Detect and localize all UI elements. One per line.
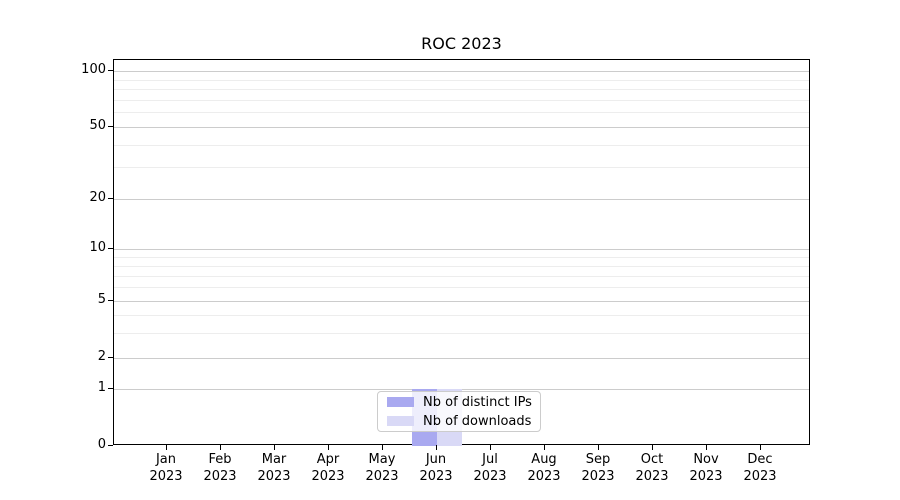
x-tick-mark	[436, 445, 438, 450]
legend-label-distinct-ips: Nb of distinct IPs	[423, 394, 532, 410]
minor-gridline	[114, 167, 809, 169]
chart-title: ROC 2023	[421, 34, 502, 53]
major-gridline	[114, 249, 809, 250]
x-tick-mark	[598, 445, 600, 450]
legend: Nb of distinct IPs Nb of downloads	[377, 391, 541, 432]
y-tick-label: 0	[97, 437, 106, 452]
x-tick-mark	[652, 445, 654, 450]
legend-item-distinct-ips: Nb of distinct IPs	[387, 394, 532, 410]
x-tick-label: Mar 2023	[257, 452, 291, 484]
x-tick-label: Feb 2023	[203, 452, 237, 484]
minor-gridline	[114, 275, 809, 277]
y-tick-label: 100	[81, 62, 106, 77]
y-tick-mark	[108, 388, 113, 390]
minor-gridline	[114, 265, 809, 267]
x-tick-mark	[706, 445, 708, 450]
legend-item-downloads: Nb of downloads	[387, 414, 531, 429]
y-tick-label: 2	[97, 349, 106, 364]
major-gridline	[114, 199, 809, 200]
y-tick-mark	[108, 70, 113, 72]
x-tick-label: Dec 2023	[743, 452, 777, 484]
x-tick-label: Nov 2023	[689, 452, 723, 484]
x-tick-label: May 2023	[365, 452, 399, 484]
minor-gridline	[114, 144, 809, 146]
x-tick-mark	[490, 445, 492, 450]
y-tick-label: 1	[97, 380, 106, 395]
y-tick-mark	[108, 445, 113, 447]
major-gridline	[114, 358, 809, 359]
x-tick-label: Aug 2023	[527, 452, 561, 484]
major-gridline	[114, 301, 809, 302]
x-tick-mark	[760, 445, 762, 450]
minor-gridline	[114, 99, 809, 101]
x-tick-label: Jun 2023	[419, 452, 453, 484]
y-tick-mark	[108, 126, 113, 128]
y-tick-mark	[108, 357, 113, 359]
x-tick-label: Apr 2023	[311, 452, 345, 484]
bars-layer	[114, 60, 809, 446]
x-tick-label: Jan 2023	[149, 452, 183, 484]
legend-swatch-downloads	[387, 416, 414, 426]
y-tick-label: 5	[97, 292, 106, 307]
legend-swatch-distinct-ips	[387, 397, 414, 407]
x-tick-label: Sep 2023	[581, 452, 615, 484]
minor-gridline	[114, 287, 809, 289]
y-tick-label: 20	[89, 190, 106, 205]
y-tick-mark	[108, 248, 113, 250]
x-tick-mark	[328, 445, 330, 450]
minor-gridline	[114, 332, 809, 334]
x-tick-label: Oct 2023	[635, 452, 669, 484]
minor-gridline	[114, 112, 809, 114]
minor-gridline	[114, 256, 809, 258]
y-tick-mark	[108, 198, 113, 200]
y-tick-mark	[108, 300, 113, 302]
x-tick-mark	[544, 445, 546, 450]
y-tick-label: 10	[89, 240, 106, 255]
x-tick-mark	[166, 445, 168, 450]
major-gridline	[114, 127, 809, 128]
legend-label-downloads: Nb of downloads	[423, 413, 532, 429]
x-tick-mark	[382, 445, 384, 450]
plot-area: Nb of distinct IPs Nb of downloads	[113, 59, 810, 446]
major-gridline	[114, 71, 809, 72]
x-tick-mark	[274, 445, 276, 450]
y-tick-label: 50	[89, 118, 106, 133]
x-tick-mark	[220, 445, 222, 450]
minor-gridline	[114, 314, 809, 316]
minor-gridline	[114, 79, 809, 81]
x-tick-label: Jul 2023	[473, 452, 507, 484]
minor-gridline	[114, 89, 809, 91]
